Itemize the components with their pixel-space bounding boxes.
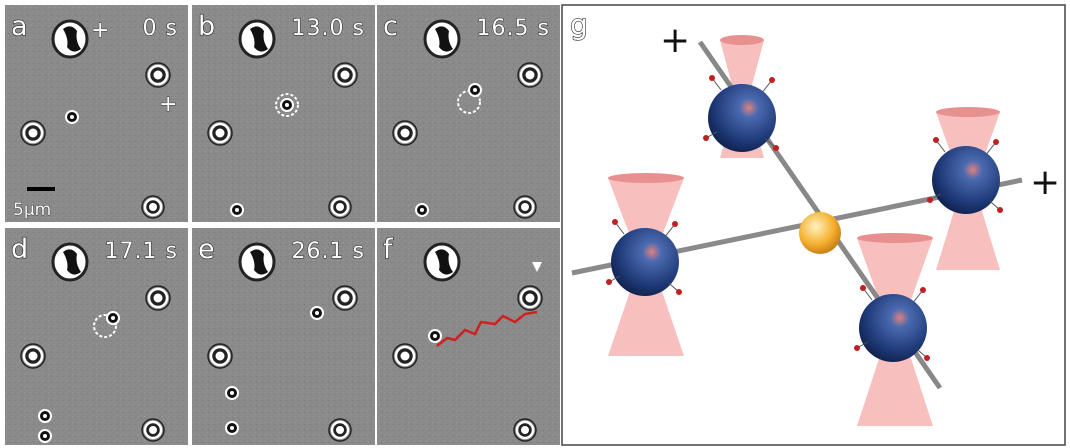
cell [149, 203, 157, 211]
plus-marker: + [91, 18, 109, 43]
time-stamp: 0 s [143, 16, 178, 41]
motor [993, 139, 999, 145]
cell [29, 129, 38, 138]
bead [230, 426, 234, 430]
cell [341, 71, 350, 80]
cell [341, 294, 350, 303]
plus-marker: + [159, 92, 177, 117]
optical-trap [857, 233, 933, 243]
panel-label: d [11, 234, 28, 265]
optical-trap [936, 107, 1000, 117]
bead [420, 208, 424, 212]
cell [526, 294, 535, 303]
scale-bar [27, 187, 55, 191]
cell [521, 203, 529, 211]
cell [336, 203, 344, 211]
micrograph [377, 228, 560, 445]
time-stamp: 26.1 s [292, 239, 365, 264]
trapped-bead [859, 294, 927, 362]
optical-trap [720, 35, 764, 45]
panel-label: b [198, 11, 215, 42]
motor [920, 287, 926, 293]
trapped-bead [611, 228, 679, 296]
motor [703, 135, 709, 141]
bead [433, 334, 437, 338]
bead [285, 103, 289, 107]
bead [70, 115, 74, 119]
figure: a 0 s + +5μm b 13.0 s c 16.5 s d 17.1 s e 26.1 s f g… [0, 0, 1070, 448]
motor [709, 75, 715, 81]
optical-trap [608, 173, 684, 183]
bead [473, 88, 477, 92]
panel-label: c [383, 11, 398, 42]
micrograph-panel: b 13.0 s [192, 5, 375, 222]
trapped-bead [708, 84, 776, 152]
cell [29, 352, 38, 361]
motor [612, 219, 618, 225]
bead [315, 311, 319, 315]
bead [230, 391, 234, 395]
cell [154, 71, 163, 80]
micrograph-panel: d 17.1 s [5, 228, 188, 445]
micrograph-panel: f [377, 228, 560, 445]
cell [216, 352, 225, 361]
cell [401, 129, 410, 138]
motor [773, 145, 779, 151]
bead [235, 208, 239, 212]
cell [154, 294, 163, 303]
micrograph-panel: c 16.5 s [377, 5, 560, 222]
motor [672, 221, 678, 227]
panel-label: a [11, 11, 28, 42]
motor [927, 197, 933, 203]
motor [854, 345, 860, 351]
plus-marker: + [1030, 162, 1060, 203]
motor [769, 77, 775, 83]
cell [526, 71, 535, 80]
cell [216, 129, 225, 138]
cell [149, 426, 157, 434]
motor [606, 279, 612, 285]
cell [521, 426, 529, 434]
motor [676, 289, 682, 295]
micrograph-panel: a 0 s + +5μm [5, 5, 188, 222]
cell [336, 426, 344, 434]
time-stamp: 13.0 s [292, 16, 365, 41]
panel-label: f [383, 234, 394, 265]
center-bead [799, 212, 841, 254]
scale-label: 5μm [13, 200, 51, 220]
cell [401, 352, 410, 361]
trapped-bead [932, 146, 1000, 214]
motor [933, 137, 939, 143]
panel-label: e [198, 234, 215, 265]
motor [924, 355, 930, 361]
bead [43, 414, 47, 418]
plus-marker: + [660, 20, 690, 61]
motor [860, 285, 866, 291]
panels: a 0 s + +5μm b 13.0 s c 16.5 s d 17.1 s e 26.1 s f [5, 5, 560, 445]
bead [111, 316, 115, 320]
bead [43, 434, 47, 438]
time-stamp: 17.1 s [105, 239, 178, 264]
micrograph-panel: e 26.1 s [192, 228, 375, 445]
panel-label: g [570, 8, 588, 41]
time-stamp: 16.5 s [477, 16, 550, 41]
motor [997, 207, 1003, 213]
